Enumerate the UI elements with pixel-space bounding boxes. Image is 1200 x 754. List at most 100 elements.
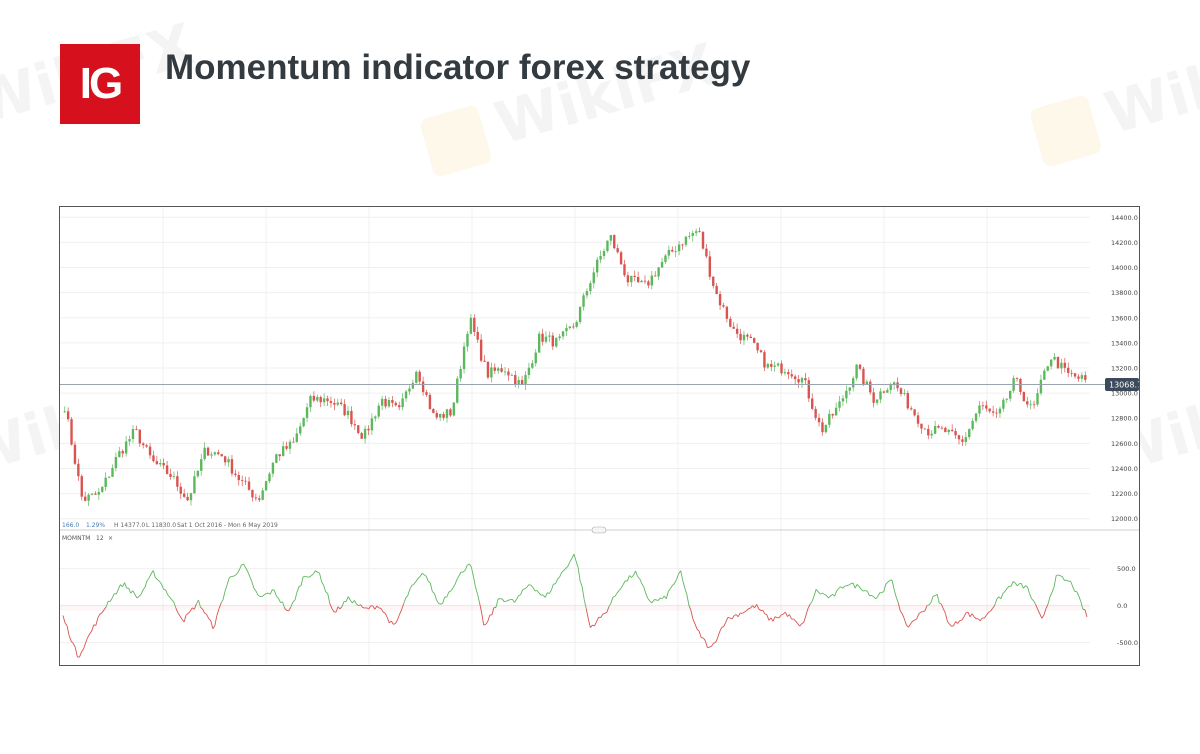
momentum-segment xyxy=(766,614,770,621)
momentum-segment xyxy=(273,590,277,597)
candle-body xyxy=(906,393,909,409)
momentum-segment xyxy=(251,581,255,589)
candle-body xyxy=(729,318,732,327)
candle-body xyxy=(165,465,169,474)
candle-body xyxy=(725,306,729,319)
momentum-segment xyxy=(1064,579,1067,582)
candle-body xyxy=(636,276,640,283)
momentum-segment xyxy=(538,592,542,596)
momentum-segment xyxy=(321,581,325,586)
momentum-segment xyxy=(1020,583,1024,589)
momentum-segment xyxy=(817,591,821,595)
price-tick-label: 12200.0 xyxy=(1111,490,1138,498)
momentum-segment xyxy=(185,613,189,616)
momentum-segment xyxy=(805,608,809,616)
momentum-segment xyxy=(442,596,446,604)
candle-body xyxy=(261,490,264,500)
momentum-segment xyxy=(477,593,481,604)
pane-resize-handle[interactable] xyxy=(591,526,607,534)
momentum-segment xyxy=(467,563,470,566)
momentum-segment xyxy=(163,588,166,591)
momentum-segment xyxy=(520,589,524,595)
momentum-segment xyxy=(341,601,345,607)
candle-body xyxy=(1053,356,1056,360)
candle-body xyxy=(394,402,397,406)
momentum-segment xyxy=(425,575,429,582)
momentum-segment xyxy=(456,575,460,580)
momentum-segment xyxy=(637,576,640,580)
momentum-segment xyxy=(138,594,142,597)
momentum-segment xyxy=(423,574,427,577)
momentum-segment xyxy=(269,589,273,595)
momentum-zero-band xyxy=(60,604,1090,611)
momentum-segment xyxy=(579,580,583,588)
momentum-segment xyxy=(146,577,150,581)
momentum-segment xyxy=(602,612,605,615)
current-price-tag: 13068.7 xyxy=(1105,377,1139,391)
momentum-segment xyxy=(128,588,132,594)
candle-body xyxy=(613,235,616,249)
candle-body xyxy=(578,306,582,323)
candle-body xyxy=(367,428,370,431)
candle-body xyxy=(152,455,155,462)
candle-body xyxy=(759,350,763,353)
momentum-segment xyxy=(450,587,454,592)
momentum-segment xyxy=(725,617,729,623)
candle-body xyxy=(913,409,916,416)
momentum-segment xyxy=(1066,579,1069,582)
candle-body xyxy=(927,428,930,436)
candle-body xyxy=(462,346,466,370)
momentum-segment xyxy=(308,575,312,578)
candle-body xyxy=(1063,362,1067,368)
candle-body xyxy=(196,470,200,477)
momentum-segment xyxy=(984,614,987,619)
momentum-segment xyxy=(351,600,355,604)
price-tick-label: 13200.0 xyxy=(1111,365,1138,373)
candle-body xyxy=(295,433,299,442)
candle-body xyxy=(203,447,206,460)
momentum-segment xyxy=(544,592,548,598)
momentum-segment xyxy=(501,598,505,602)
candle-body xyxy=(172,476,176,477)
candle-body xyxy=(712,276,715,286)
price-tick-label: 14200.0 xyxy=(1111,239,1138,247)
candle-body xyxy=(773,365,776,367)
momentum-close-icon[interactable]: × xyxy=(108,535,113,542)
momentum-segment xyxy=(977,618,981,622)
momentum-segment xyxy=(257,594,261,597)
momentum-segment xyxy=(723,621,727,627)
candle-body xyxy=(459,369,462,379)
momentum-segment xyxy=(585,608,589,620)
momentum-segment xyxy=(672,583,675,586)
momentum-segment xyxy=(957,620,961,624)
momentum-segment xyxy=(384,612,388,618)
candle-body xyxy=(964,437,968,442)
candle-body xyxy=(73,444,77,464)
momentum-segment xyxy=(1027,586,1030,594)
candle-body xyxy=(1070,372,1073,374)
momentum-segment xyxy=(150,570,154,574)
candle-body xyxy=(654,275,657,277)
momentum-segment xyxy=(606,606,610,613)
momentum-segment xyxy=(641,583,645,588)
candle-body xyxy=(899,388,903,394)
candle-body xyxy=(1036,393,1039,405)
momentum-segment xyxy=(331,608,335,612)
candle-body xyxy=(182,493,186,497)
candle-body xyxy=(111,468,114,477)
momentum-segment xyxy=(852,582,856,589)
momentum-segment xyxy=(202,608,205,614)
momentum-segment xyxy=(1023,585,1026,589)
momentum-segment xyxy=(830,593,833,597)
candle-body xyxy=(230,459,234,474)
momentum-segment xyxy=(702,637,706,641)
candle-body xyxy=(404,391,408,399)
candle-body xyxy=(848,387,851,391)
momentum-segment xyxy=(690,610,694,620)
price-tick-label: 13800.0 xyxy=(1111,289,1138,297)
candle-body xyxy=(466,333,469,347)
momentum-segment xyxy=(325,591,329,594)
candle-body xyxy=(889,384,892,391)
price-tick-label: 13000.0 xyxy=(1111,390,1138,398)
candle-body xyxy=(541,333,544,342)
